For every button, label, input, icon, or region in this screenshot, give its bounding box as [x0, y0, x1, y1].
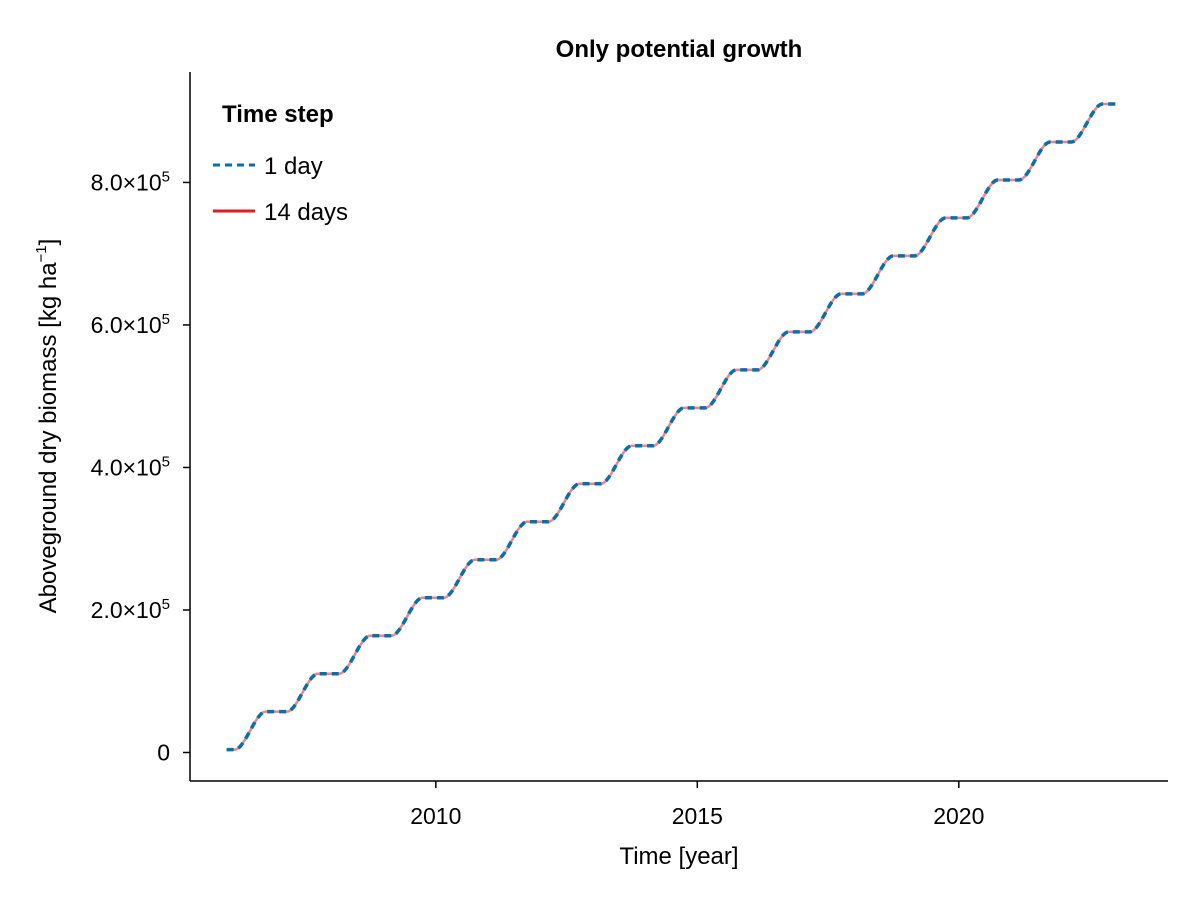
x-tick-label: 2015 — [672, 803, 723, 829]
legend-title: Time step — [222, 101, 334, 128]
y-tick-label: 2.0×105 — [91, 596, 170, 623]
y-axis-label: Aboveground dry biomass [kg ha−1] — [33, 239, 62, 614]
y-tick-label: 6.0×105 — [91, 311, 170, 338]
x-tick-label: 2020 — [933, 803, 984, 829]
x-axis-label: Time [year] — [619, 843, 738, 870]
x-ticks: 2010 2015 2020 — [410, 781, 984, 829]
y-ticks: 0 2.0×105 4.0×105 6.0×105 8.0×105 — [91, 168, 190, 765]
legend-label: 1 day — [264, 153, 323, 180]
y-tick-label: 4.0×105 — [91, 453, 170, 480]
legend-label: 14 days — [264, 199, 348, 226]
legend: Time step 1 day 14 days — [213, 101, 348, 226]
plot-area — [226, 102, 1116, 752]
y-tick-label: 8.0×105 — [91, 168, 170, 195]
x-tick-label: 2010 — [410, 803, 461, 829]
y-tick-label: 0 — [157, 739, 170, 765]
series-line-1-day — [226, 102, 1116, 752]
chart-title: Only potential growth — [556, 36, 803, 63]
